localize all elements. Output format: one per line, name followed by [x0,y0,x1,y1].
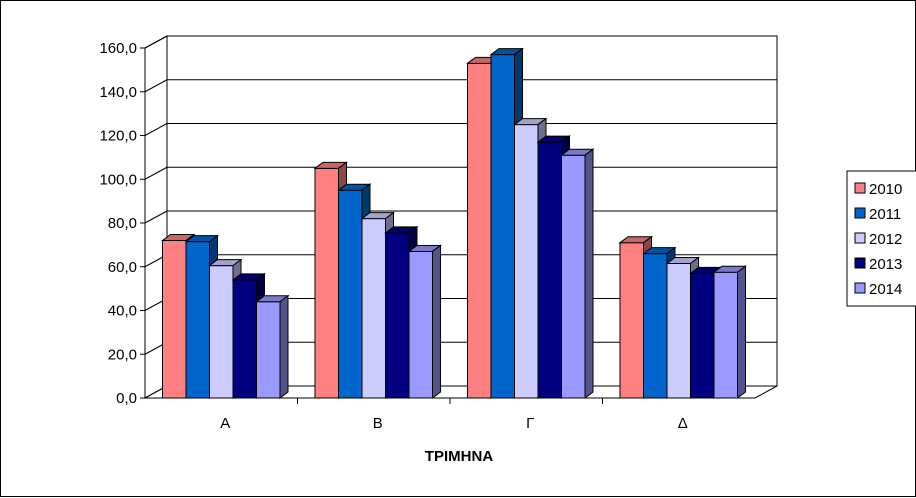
legend-label: 2011 [869,206,901,223]
y-tick-label: 0,0 [116,390,137,407]
x-tick-label: Δ [678,415,688,432]
bar-front [713,271,738,399]
bar [712,265,747,399]
bar-front [232,279,257,399]
y-tick-label: 20,0 [108,346,137,363]
legend-swatch [854,232,866,244]
legend-label: 2014 [869,281,902,298]
legend-label: 2010 [869,181,902,198]
bar-front [690,272,715,399]
bar-front [209,265,234,399]
y-tick-label: 60,0 [108,259,137,276]
x-tick-label: A [220,415,230,432]
bar-front [256,301,281,399]
bar-front [467,62,492,399]
legend-label: 2012 [869,231,902,248]
y-tick-label: 120,0 [99,128,137,145]
gridline-side [144,35,168,49]
bar-front [643,253,668,399]
legend-swatch [854,207,866,219]
bar-front [537,141,562,399]
gridline-side [144,79,168,93]
y-tick-label: 140,0 [99,84,137,101]
bar-front [314,167,339,399]
bar-front [666,262,691,399]
y-tick-label: 100,0 [99,171,137,188]
bar-side [737,265,746,399]
y-tick-label: 160,0 [99,40,137,57]
legend-swatch [854,257,866,269]
bar-front [162,240,187,399]
bar-front [490,54,515,399]
x-axis-title: ΤΡΙΜΗΝΑ [425,448,493,465]
gridline-side [144,210,168,224]
x-tick-label: B [373,415,383,432]
y-tick-label: 80,0 [108,215,137,232]
bar [407,244,442,399]
bar-front [385,232,410,399]
bar-front [361,218,386,399]
legend-swatch [854,282,866,294]
legend-label: 2013 [869,256,902,273]
y-tick-label: 40,0 [108,303,137,320]
bar-side [279,294,289,399]
legend-swatch [854,182,866,194]
bar-side [432,244,441,399]
bar-front [185,241,210,399]
bar [560,148,595,399]
bar-side [584,148,594,399]
bar [255,294,290,399]
bar-front [561,154,586,399]
bar-front [514,124,539,399]
gridline-side [144,123,168,136]
bar-front [619,242,644,399]
bar-front [338,189,363,399]
gridline-side [144,166,168,180]
x-tick-label: Γ [526,415,534,432]
bar-front [408,250,433,399]
